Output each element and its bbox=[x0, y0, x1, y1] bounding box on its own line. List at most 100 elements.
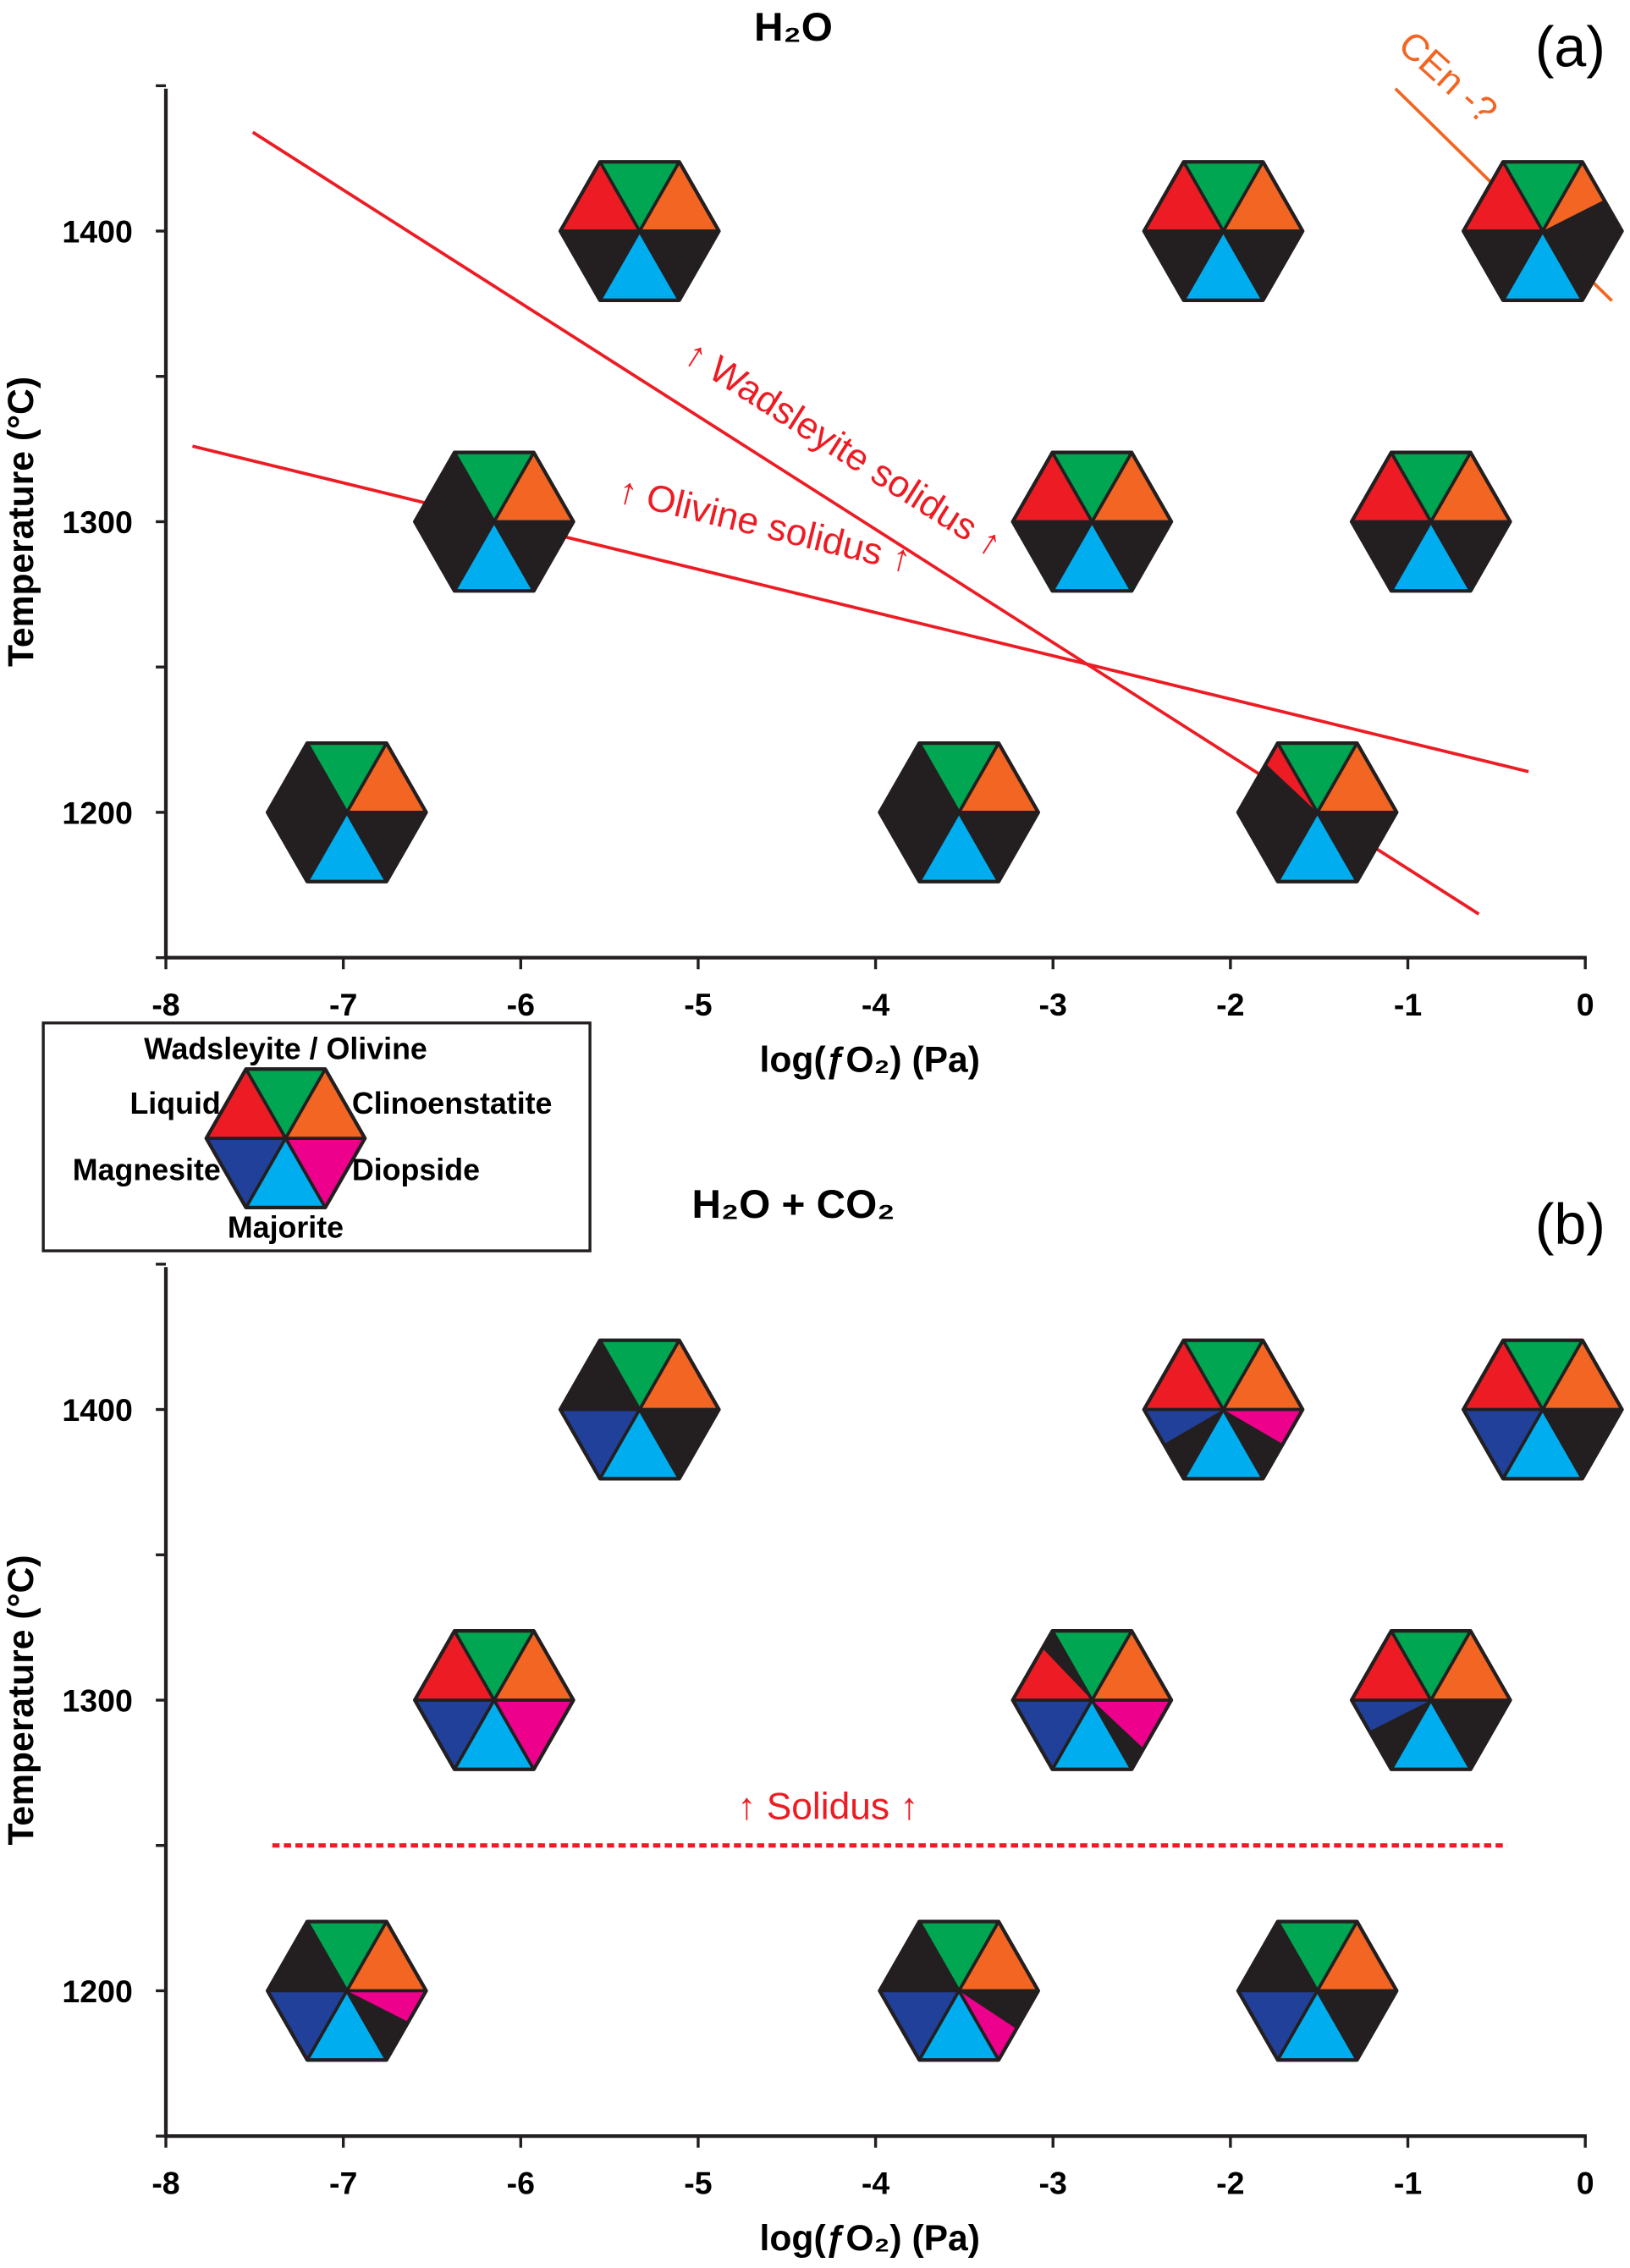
sector-diopside bbox=[1430, 521, 1511, 592]
sector-wadsleyite bbox=[306, 1921, 387, 1991]
sector-clinoenstatite bbox=[1430, 1631, 1511, 1700]
sector-liquid bbox=[1352, 452, 1431, 522]
sector-liquid bbox=[879, 743, 960, 812]
sector-liquid bbox=[879, 1921, 960, 1991]
sector-wadsleyite bbox=[1052, 452, 1132, 522]
sector-magnesite bbox=[1012, 1699, 1093, 1770]
hexagon-outline bbox=[265, 740, 428, 884]
phase-assemblage-hexagon bbox=[412, 1629, 575, 1771]
sector-majorite bbox=[1390, 1699, 1471, 1770]
sector-clinoenstatite bbox=[1092, 452, 1172, 522]
sector-magnesite bbox=[1463, 1409, 1543, 1479]
sector-diopside bbox=[1542, 231, 1622, 300]
panel-b: 1200 1300 1400 -8 -7 -6 -5 -4 -3 -2 -1 0 log(ƒO₂) (P… bbox=[1, 1182, 1624, 2259]
y-axis-label: Temperature (°C) bbox=[1, 377, 41, 667]
sector-majorite bbox=[1502, 1409, 1583, 1479]
sector-wadsleyite bbox=[1502, 1340, 1583, 1410]
sector-diopside bbox=[1430, 1699, 1511, 1770]
phase-assemblage-hexagon bbox=[558, 1338, 721, 1481]
sector-magnesite bbox=[1143, 231, 1224, 300]
sector-majorite bbox=[306, 1990, 387, 2061]
y-tick-label: 1300 bbox=[62, 1683, 132, 1719]
sector-diopside bbox=[1317, 812, 1397, 882]
hexagon-outline bbox=[204, 1067, 367, 1210]
sector-magnesite bbox=[1352, 521, 1431, 592]
sector-wadsleyite bbox=[454, 452, 534, 522]
hexagon-outline bbox=[1349, 450, 1512, 593]
sector-liquid bbox=[1463, 1340, 1543, 1410]
sector-diopside bbox=[1542, 1409, 1622, 1479]
sector-wadsleyite bbox=[1502, 162, 1583, 232]
sector-clinoenstatite bbox=[1430, 452, 1511, 522]
sector-majorite bbox=[1183, 231, 1264, 300]
phase-assemblage-hexagon bbox=[412, 450, 575, 593]
x-axis-label: log(ƒO₂) (Pa) bbox=[760, 1039, 980, 1080]
sector-majorite bbox=[1052, 521, 1132, 592]
sector-diopside bbox=[1223, 231, 1303, 300]
boundary-line-label: ↑ Solidus ↑ bbox=[737, 1786, 918, 1828]
x-tick-label: -4 bbox=[862, 2165, 889, 2200]
sector-majorite bbox=[1052, 1699, 1132, 1770]
hexagon-outline bbox=[1142, 1338, 1305, 1481]
sector-liquid bbox=[415, 452, 494, 522]
sector-clinoenstatite bbox=[285, 1069, 366, 1139]
hexagon-outline bbox=[878, 1919, 1040, 2062]
x-tick-label: -8 bbox=[151, 2165, 179, 2200]
sector-clinoenstatite bbox=[1542, 1340, 1622, 1410]
phase-assemblage-hexagon bbox=[1349, 450, 1512, 593]
hexagon-outline bbox=[1010, 1629, 1174, 1771]
sector-liquid bbox=[560, 1340, 640, 1410]
hexagon-outline bbox=[1461, 160, 1624, 302]
sector-majorite bbox=[599, 1409, 680, 1479]
sector-clinoenstatite bbox=[493, 1631, 574, 1700]
phase-assemblage-hexagon bbox=[878, 740, 1040, 884]
sector-wadsleyite bbox=[245, 1069, 326, 1139]
panel-a: 1200 1300 1400 -8 -7 -6 -5 -4 -3 -2 -1 0 log(ƒO₂) (P… bbox=[1, 5, 1624, 1080]
sector-majorite bbox=[1277, 1990, 1357, 2061]
sector-wadsleyite bbox=[599, 1340, 680, 1410]
panel-title: H₂O bbox=[754, 5, 833, 50]
legend-label-wadsleyite: Wadsleyite / Olivine bbox=[144, 1032, 427, 1065]
sector-diopside bbox=[346, 812, 427, 882]
sector-wadsleyite bbox=[306, 743, 387, 812]
sector-clinoenstatite bbox=[639, 162, 719, 232]
sector-magnesite bbox=[415, 521, 494, 592]
x-tick-label: -3 bbox=[1039, 2165, 1067, 2200]
x-tick-label: 0 bbox=[1577, 2165, 1594, 2200]
sector-diopside-partial bbox=[1223, 1409, 1303, 1445]
sector-diopside-partial bbox=[346, 1990, 427, 2023]
sector-wadsleyite bbox=[1390, 452, 1471, 522]
sector-magnesite bbox=[1237, 1990, 1318, 2061]
sector-magnesite bbox=[879, 1990, 960, 2061]
boundary-line-label: CEn -? bbox=[1390, 23, 1505, 132]
legend-hexagon bbox=[204, 1067, 367, 1210]
legend-label-clinoenstatite: Clinoenstatite bbox=[352, 1087, 553, 1120]
sector-wadsleyite bbox=[1277, 1921, 1357, 1991]
sector-magnesite bbox=[415, 1699, 494, 1770]
y-axis-label: Temperature (°C) bbox=[1, 1555, 41, 1845]
hexagon-outline bbox=[558, 160, 721, 302]
phase-assemblage-hexagon bbox=[1236, 740, 1399, 884]
sector-magnesite bbox=[1012, 521, 1093, 592]
sector-diopside bbox=[1317, 1990, 1397, 2061]
legend-label-diopside: Diopside bbox=[352, 1153, 480, 1187]
sector-clinoenstatite bbox=[959, 743, 1038, 812]
hexagon-outline bbox=[1010, 450, 1174, 593]
sector-wadsleyite bbox=[599, 162, 680, 232]
sector-clinoenstatite bbox=[1223, 1340, 1303, 1410]
hexagon-outline bbox=[1349, 1629, 1512, 1771]
sector-diopside bbox=[493, 1699, 574, 1770]
sector-magnesite bbox=[879, 812, 960, 882]
sector-diopside bbox=[639, 231, 719, 300]
sector-majorite bbox=[1390, 521, 1471, 592]
sector-liquid-partial bbox=[1012, 1648, 1093, 1700]
phase-assemblage-hexagon bbox=[265, 1919, 428, 2062]
boundary-line bbox=[192, 444, 1529, 773]
sector-liquid bbox=[1237, 1921, 1318, 1991]
sector-clinoenstatite bbox=[1092, 1631, 1172, 1700]
x-tick-label: -5 bbox=[684, 987, 712, 1022]
legend-label-majorite: Majorite bbox=[228, 1211, 344, 1245]
sector-liquid bbox=[1143, 1340, 1224, 1410]
sector-diopside-partial bbox=[959, 1990, 1017, 2061]
